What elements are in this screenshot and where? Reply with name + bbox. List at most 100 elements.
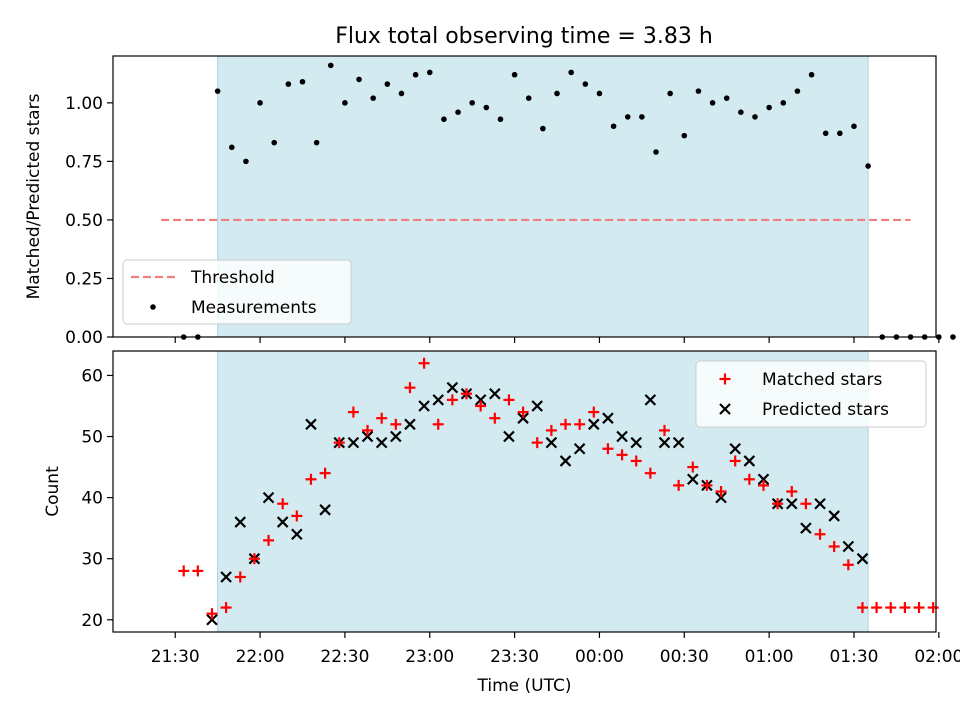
legend-matched-label: Matched stars <box>762 370 882 390</box>
measurement-point <box>455 109 461 115</box>
measurement-point <box>398 90 405 97</box>
measurement-point <box>497 116 504 123</box>
measurement-point <box>624 114 631 120</box>
matched-star-point <box>248 553 260 565</box>
measurement-point <box>723 95 730 101</box>
measurement-point <box>525 95 532 101</box>
matched-star-point <box>757 479 769 491</box>
matched-star-point <box>475 400 487 412</box>
measurement-point <box>822 130 829 137</box>
predicted-star-point <box>842 540 855 553</box>
x-tick-label: 23:00 <box>405 647 454 667</box>
measurement-point <box>568 69 574 76</box>
measurement-point <box>271 139 278 146</box>
predicted-star-point <box>347 436 360 449</box>
predicted-star-point <box>517 412 529 424</box>
predicted-star-point <box>630 436 642 449</box>
measurement-point <box>313 139 320 146</box>
measurement-point <box>327 62 334 69</box>
x-tick-label: 21:30 <box>151 647 200 667</box>
legend-measurements-label: Measurements <box>191 298 317 318</box>
matched-star-point <box>885 602 897 614</box>
predicted-star-point <box>658 436 671 449</box>
matched-star-point <box>927 602 939 614</box>
matched-star-point <box>277 498 289 510</box>
matched-star-point <box>263 534 275 546</box>
measurement-point <box>299 78 306 85</box>
measurement-point <box>356 76 362 83</box>
predicted-star-point <box>206 614 218 626</box>
predicted-star-point <box>814 497 826 510</box>
legend-threshold-label: Threshold <box>190 268 275 288</box>
matched-star-point <box>362 424 374 436</box>
predicted-star-point <box>828 510 840 522</box>
predicted-star-point <box>234 516 247 528</box>
matched-star-point <box>319 467 331 479</box>
legend-matched-swatch <box>719 373 731 385</box>
measurement-point <box>582 81 589 87</box>
measurement-point <box>342 100 348 106</box>
matched-star-point <box>418 357 430 369</box>
x-tick-label: 22:30 <box>320 647 369 667</box>
predicted-star-point <box>800 522 812 534</box>
measurement-point <box>214 88 221 94</box>
matched-star-point <box>503 394 515 406</box>
matched-star-point <box>588 406 600 418</box>
legend-predicted-swatch <box>719 403 731 415</box>
matched-star-point <box>347 406 359 418</box>
matched-star-point <box>446 394 458 406</box>
measurement-point <box>596 90 603 97</box>
matched-star-point <box>305 473 317 485</box>
measurement-point <box>681 132 688 139</box>
predicted-star-point <box>361 430 374 443</box>
y-tick-label: 40 <box>81 489 103 509</box>
legend-predicted-label: Predicted stars <box>762 400 889 420</box>
ratio-panel: 0.00 0.25 0.50 0.75 1.00 Matched/Predicted s… <box>24 55 956 348</box>
predicted-star-point <box>503 430 515 443</box>
measurement-point <box>738 109 744 115</box>
measurement-point <box>837 130 843 137</box>
predicted-star-point <box>573 442 586 455</box>
measurement-point <box>851 123 857 130</box>
measurement-point <box>950 334 956 340</box>
matched-star-point <box>786 486 798 497</box>
matched-star-point <box>545 424 557 436</box>
matched-star-point <box>687 461 699 473</box>
measurement-point <box>695 88 702 94</box>
y-tick-label: 50 <box>81 428 103 448</box>
predicted-star-point <box>686 473 699 486</box>
measurement-point <box>667 90 673 97</box>
measurement-point <box>610 123 617 130</box>
matched-star-point <box>234 571 246 583</box>
count-legend-box <box>695 360 927 428</box>
measurement-point <box>639 114 645 120</box>
measurement-point <box>285 81 292 87</box>
measurement-point <box>384 81 391 87</box>
matched-star-point <box>871 602 883 614</box>
predicted-star-point <box>375 436 388 449</box>
measurement-point <box>370 95 376 101</box>
predicted-star-point <box>489 387 501 400</box>
matched-star-point <box>899 602 911 614</box>
predicted-star-point <box>715 491 727 504</box>
measurement-point <box>808 71 815 78</box>
matched-star-point <box>814 528 826 540</box>
measurement-point <box>511 71 518 78</box>
measurement-point <box>441 116 447 123</box>
matched-star-point <box>856 602 868 614</box>
predicted-star-point <box>305 418 317 431</box>
x-tick-label: 00:30 <box>660 647 709 667</box>
predicted-star-point <box>616 430 628 443</box>
measurement-point <box>554 90 560 97</box>
ratio-panel-frame <box>112 55 937 338</box>
matched-star-point <box>333 437 345 449</box>
predicted-star-point <box>418 400 430 412</box>
measurement-point <box>412 71 419 78</box>
matched-star-point <box>432 418 444 430</box>
predicted-star-point <box>644 394 657 406</box>
matched-star-point <box>842 559 854 571</box>
predicted-star-point <box>588 418 600 431</box>
measurement-point <box>469 100 475 106</box>
measurement-point <box>766 104 772 111</box>
